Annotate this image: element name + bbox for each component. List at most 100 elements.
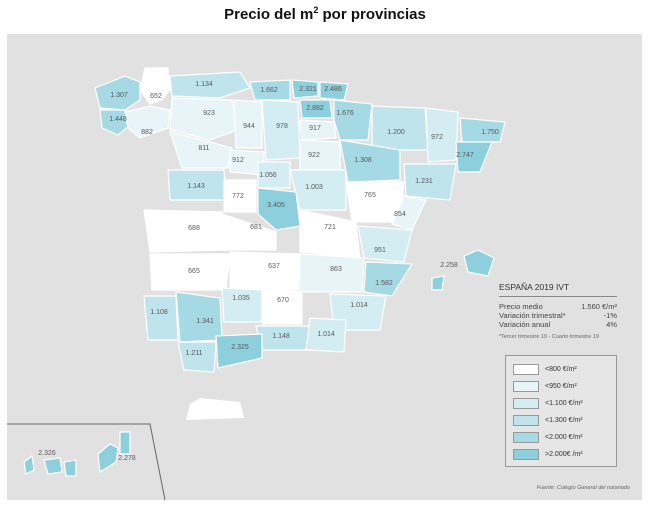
title-rest: por provincias [318,6,426,23]
province-value-label: 923 [203,110,215,117]
legend-label: <950 €/m² [545,382,577,390]
province-girona[interactable] [459,117,506,143]
province-value-label: 670 [277,297,289,304]
province-value-label: 1.200 [387,129,405,136]
province-zaragoza[interactable] [339,139,401,183]
province-value-label: 721 [324,224,336,231]
province-gipuzkoa[interactable] [319,81,349,101]
province-valencia[interactable] [357,225,413,263]
province-santa-cruz-de-tenerife[interactable] [97,431,131,474]
province-ciudad-real[interactable] [229,251,301,291]
province-malaga[interactable] [215,333,263,369]
province-sevilla[interactable] [175,291,223,343]
province-avila[interactable] [223,179,257,213]
province-value-label: 1.662 [260,87,278,94]
province-value-label: 772 [232,193,244,200]
legend-item: >2.000€ /m² [513,448,583,460]
province-navarra[interactable] [333,99,373,141]
province-value-label: 652 [150,93,162,100]
province-huesca[interactable] [371,105,429,151]
province-cadiz[interactable] [177,341,217,373]
province-value-label: 922 [308,152,320,159]
province-ourense[interactable] [124,105,171,139]
legend-label: <1.300 €/m² [545,416,583,424]
province-cantabria[interactable] [249,79,291,101]
province-value-label: 1.750 [481,129,499,136]
province-alicante[interactable] [363,261,414,297]
stat-label: Precio medio [499,302,543,311]
province-value-label: 1.307 [110,92,128,99]
province-jaen[interactable] [261,289,303,325]
legend-item: <1.100 €/m² [513,397,583,409]
province-barcelona[interactable] [455,141,493,173]
province-value-label: 1.108 [150,309,168,316]
province-value-label: 2.747 [456,152,474,159]
province-value-label: 637 [268,263,280,270]
province-toledo[interactable] [221,213,277,251]
province-value-label: 1.341 [196,318,214,325]
province-burgos[interactable] [261,99,301,161]
map-legend: <800 €/m² <950 €/m² <1.100 €/m² <1.300 €… [505,355,617,467]
province-value-label: 811 [198,145,209,152]
province-value-label: 1.308 [354,157,372,164]
legend-swatch [513,448,539,460]
province-palencia[interactable] [233,99,263,149]
province-value-label: 688 [188,225,200,232]
province-value-label: 917 [309,125,321,132]
province-lleida[interactable] [425,107,459,163]
province-value-label: 972 [431,134,443,141]
province-caceres[interactable] [143,209,227,253]
province-madrid[interactable] [257,187,301,231]
info-box: ESPAÑA 2019 IVT Precio medio 1.560 €/m² V… [499,282,617,340]
province-value-label: 1.211 [186,350,203,357]
legend-label: <800 €/m² [545,365,577,373]
province-value-label: 1.148 [272,333,290,340]
province-la-rioja[interactable] [299,119,337,141]
province-almeria[interactable] [305,317,347,353]
legend-swatch [513,414,539,426]
province-bizkaia[interactable] [291,79,319,99]
province-a-coruna[interactable] [94,75,141,111]
province-labels: 652 1.307 1.448 882 1.134 1.662 2.321 2.486 2.88… [38,81,499,462]
province-value-label: 2.325 [231,344,249,351]
province-value-label: 2.321 [299,86,317,93]
province-leon[interactable] [169,97,239,141]
legend-label: <1.100 €/m² [545,399,583,407]
legend-item: <950 €/m² [513,380,577,392]
province-value-label: 1.035 [232,295,250,302]
stat-label: Variación trimestral* [499,311,566,320]
province-value-label: 1.231 [415,178,433,185]
legend-swatch [513,431,539,443]
province-value-label: 1.143 [187,183,205,190]
province-value-label: 882 [141,129,153,136]
province-segovia[interactable] [257,161,291,189]
canary-inset-border [7,423,166,501]
province-tarragona[interactable] [403,163,457,201]
province-value-label: 1.003 [305,184,323,191]
legend-label: >2.000€ /m² [545,450,583,458]
province-cordoba[interactable] [221,287,263,323]
africa-coast [186,398,244,420]
province-asturias[interactable] [169,71,251,99]
province-albacete[interactable] [299,253,365,293]
stat-row: Variación trimestral* -1% [499,311,617,320]
province-baleares[interactable] [431,249,495,291]
province-alava[interactable] [299,99,333,119]
province-value-label: 765 [364,192,376,199]
province-value-label: 2.278 [118,455,136,462]
province-huelva[interactable] [143,295,179,341]
province-pontevedra[interactable] [99,109,131,136]
info-heading: ESPAÑA 2019 IVT [499,282,617,297]
stat-value: 4% [606,320,617,329]
stat-row: Precio medio 1.560 €/m² [499,302,617,311]
map-title: Precio del m2 por provincias [0,5,650,23]
province-value-label: 1.676 [336,110,354,117]
legend-label: <2.000 €/m² [545,433,583,441]
province-value-label: 944 [243,123,255,130]
legend-swatch [513,363,539,375]
province-value-label: 665 [188,268,200,275]
province-las-palmas[interactable] [23,454,77,477]
title-superscript: 2 [313,5,319,15]
province-value-label: 2.486 [324,86,342,93]
